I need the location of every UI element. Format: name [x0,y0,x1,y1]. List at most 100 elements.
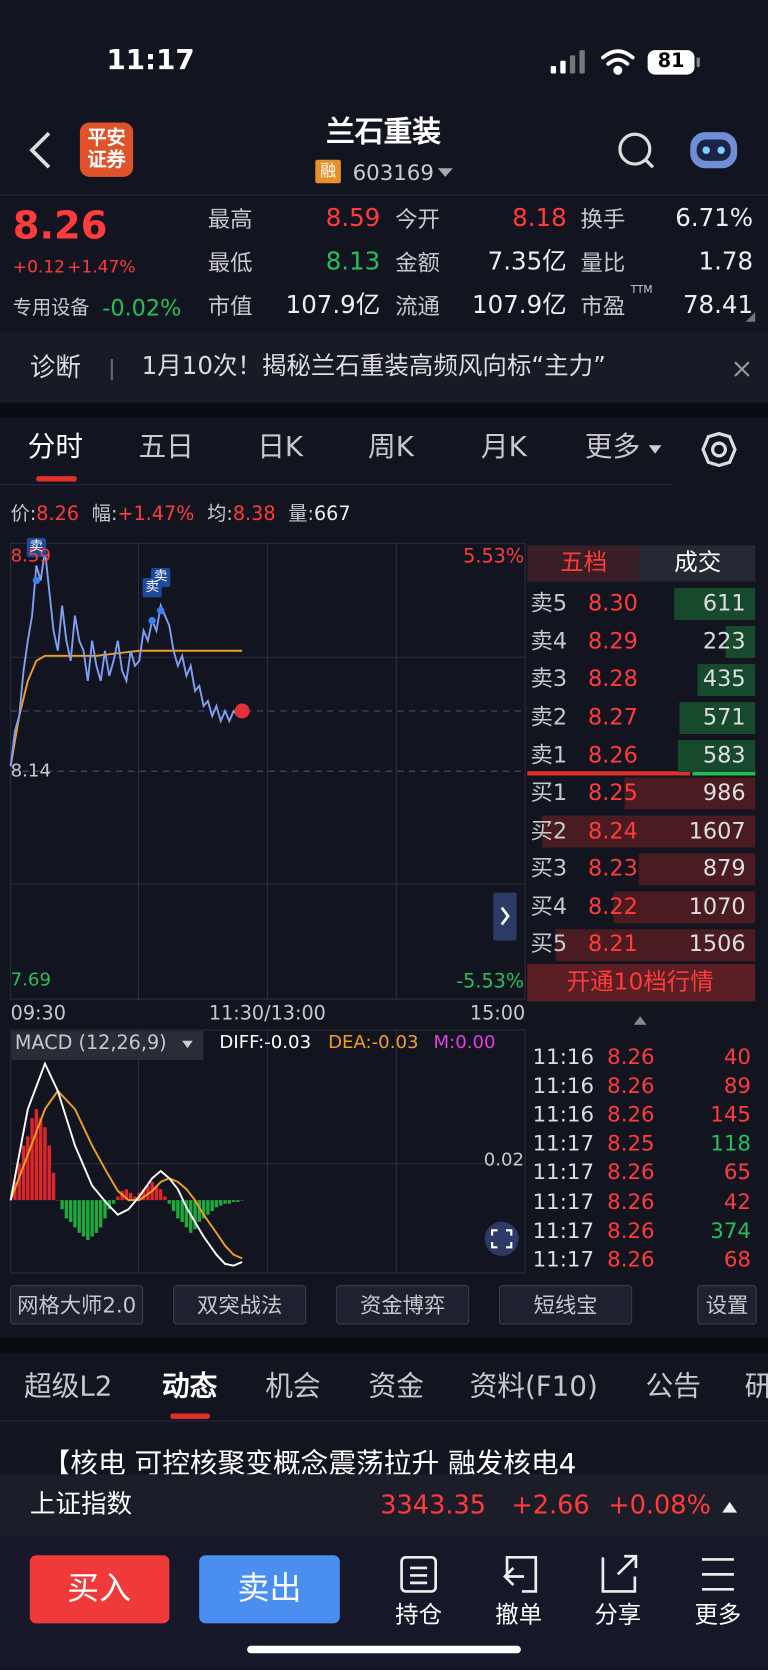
chart-tab[interactable]: 日K [257,431,304,464]
battery [647,50,695,75]
trade-time: 11:17 [532,1159,594,1185]
book-tab-label[interactable]: 成交 [674,549,722,577]
section-gap [0,1337,768,1353]
sector-change: -0.02% [102,295,182,321]
macd-bar [43,1127,47,1201]
tool-label[interactable]: 短线宝 [533,1292,598,1318]
index-value: 3343.35 [380,1490,486,1521]
macd-bar [146,1185,150,1201]
signal-label: 卖 [29,538,44,555]
search-button[interactable] [618,132,655,169]
last-price-dot [234,703,250,719]
info-tab[interactable]: 机会 [265,1370,321,1403]
assistant-button[interactable] [690,132,738,169]
macd-bar [47,1145,51,1201]
info-tab[interactable]: 超级L2 [23,1370,113,1403]
tool-label[interactable]: 设置 [705,1292,749,1318]
sell-label[interactable]: 卖出 [237,1570,302,1608]
book-tab[interactable] [639,545,756,582]
upgrade-button[interactable] [527,964,756,1002]
buy-button[interactable] [29,1555,170,1624]
tool-label[interactable]: 资金博弈 [360,1292,446,1318]
index-bar[interactable] [0,1474,768,1537]
tool-button[interactable] [10,1285,144,1325]
upgrade-text[interactable]: 开通10档行情 [566,969,714,996]
fullscreen-button[interactable] [484,1221,519,1256]
chart-tab[interactable]: 月K [480,431,527,464]
banner-close[interactable] [734,361,750,377]
trade-price: 8.26 [607,1101,655,1128]
volume-bar [555,929,756,962]
signal-label: 卖 [145,579,160,596]
battery-level: 81 [657,50,685,73]
action-label[interactable]: 持仓 [395,1602,443,1629]
banner-separator [110,358,113,381]
action-label[interactable]: 分享 [594,1602,642,1629]
macd-bar [116,1196,120,1201]
book-volume: 583 [702,742,746,768]
sell-button[interactable] [199,1555,340,1624]
summary-label: 价: [10,502,37,526]
macd-bar [56,1200,60,1201]
trade-volume: 42 [723,1188,751,1214]
macd-bar [223,1200,227,1204]
tool-button[interactable] [173,1285,307,1325]
news-viewport: 【核电 可控核聚变概念震荡拉升 融发核电4 [0,1438,768,1474]
tool-label[interactable]: 双突战法 [197,1292,283,1318]
book-tab-label[interactable]: 五档 [560,549,608,577]
macd-bar [38,1118,43,1201]
back-button[interactable] [29,131,51,169]
book-tab-active[interactable] [527,545,640,582]
info-tab[interactable]: 公告 [645,1370,701,1403]
trade-price: 8.26 [607,1043,655,1070]
code-dropdown[interactable] [437,168,453,177]
signal-dot [156,606,165,615]
more-dropdown[interactable] [648,445,662,454]
volume-bar [638,853,756,886]
signal-dot [148,616,156,625]
info-tab[interactable]: 研 [745,1373,768,1401]
info-tab[interactable]: 资金 [368,1370,424,1403]
stat-label: 最高 [207,206,253,233]
info-tab[interactable]: 动态 [161,1370,218,1403]
trade-price: 8.26 [607,1188,655,1214]
expand-button[interactable] [493,892,517,941]
trade-time: 11:17 [532,1130,594,1157]
section-gap [0,402,768,418]
tool-button[interactable] [336,1285,470,1325]
macd-frame [10,1029,526,1274]
book-volume: 435 [702,666,746,692]
index-name: 上证指数 [29,1489,133,1519]
tool-button[interactable] [499,1285,633,1325]
chart-tab[interactable]: 周K [367,431,414,464]
settings-button[interactable] [701,431,737,468]
macd-bar [159,1189,163,1201]
tool-label[interactable]: 网格大师2.0 [17,1292,137,1318]
macd-bar [21,1145,26,1201]
book-label: 买1 [530,779,568,806]
info-tab[interactable]: 资料(F10) [469,1370,598,1403]
action-label[interactable]: 更多 [694,1602,742,1629]
stat-value: 8.13 [325,248,381,276]
macd-title[interactable]: MACD (12,26,9) [14,1032,167,1055]
tool-button[interactable] [697,1285,757,1325]
avg-price-line [9,649,243,767]
chart-tab[interactable]: 五日 [138,431,194,464]
banner-text[interactable]: 1月10次！揭秘兰石重装高频风向标“主力” [141,352,606,381]
chart-tab[interactable]: 更多 [584,431,641,464]
macd-selector[interactable] [11,1031,204,1060]
margin-badge-text: 融 [320,160,337,181]
price-line [9,550,243,767]
stock-code: 603169 [352,159,434,186]
volume-bar [679,702,756,735]
chart-tab[interactable]: 分时 [27,431,84,464]
news-headline[interactable]: 【核电 可控核聚变概念震荡拉升 融发核电4 [42,1448,577,1475]
buy-label[interactable]: 买入 [67,1570,132,1608]
ratio-bar-buy [692,771,756,776]
x-tick-label: 11:30/13:00 [208,1002,326,1025]
stat-label: 流通 [395,293,440,320]
y-tick-label: 7.69 [10,969,51,991]
action-label[interactable]: 撤单 [495,1602,543,1629]
